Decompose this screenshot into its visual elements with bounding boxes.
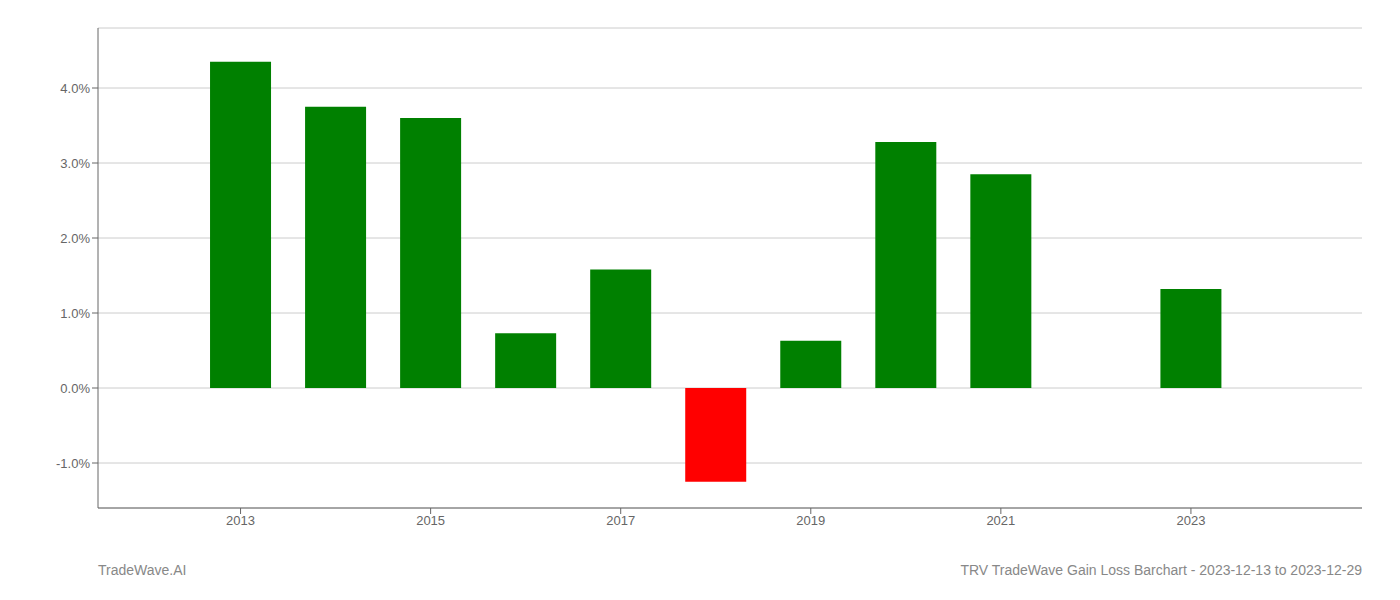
svg-text:4.0%: 4.0%	[60, 81, 90, 96]
svg-text:2023: 2023	[1176, 513, 1205, 528]
svg-text:2021: 2021	[986, 513, 1015, 528]
svg-text:3.0%: 3.0%	[60, 156, 90, 171]
html-text:TRV TradeWave Gain Loss Barcha: TRV TradeWave Gain Loss Barchart - 2023-…	[960, 562, 1362, 578]
svg-text:2019: 2019	[796, 513, 825, 528]
svg-text:1.0%: 1.0%	[60, 306, 90, 321]
svg-text:2017: 2017	[606, 513, 635, 528]
svg-text:-1.0%: -1.0%	[56, 456, 90, 471]
svg-text:2.0%: 2.0%	[60, 231, 90, 246]
svg-text:2013: 2013	[226, 513, 255, 528]
html-text:TradeWave.AI: TradeWave.AI	[98, 562, 187, 578]
svg-text:2015: 2015	[416, 513, 445, 528]
svg-text:0.0%: 0.0%	[60, 381, 90, 396]
